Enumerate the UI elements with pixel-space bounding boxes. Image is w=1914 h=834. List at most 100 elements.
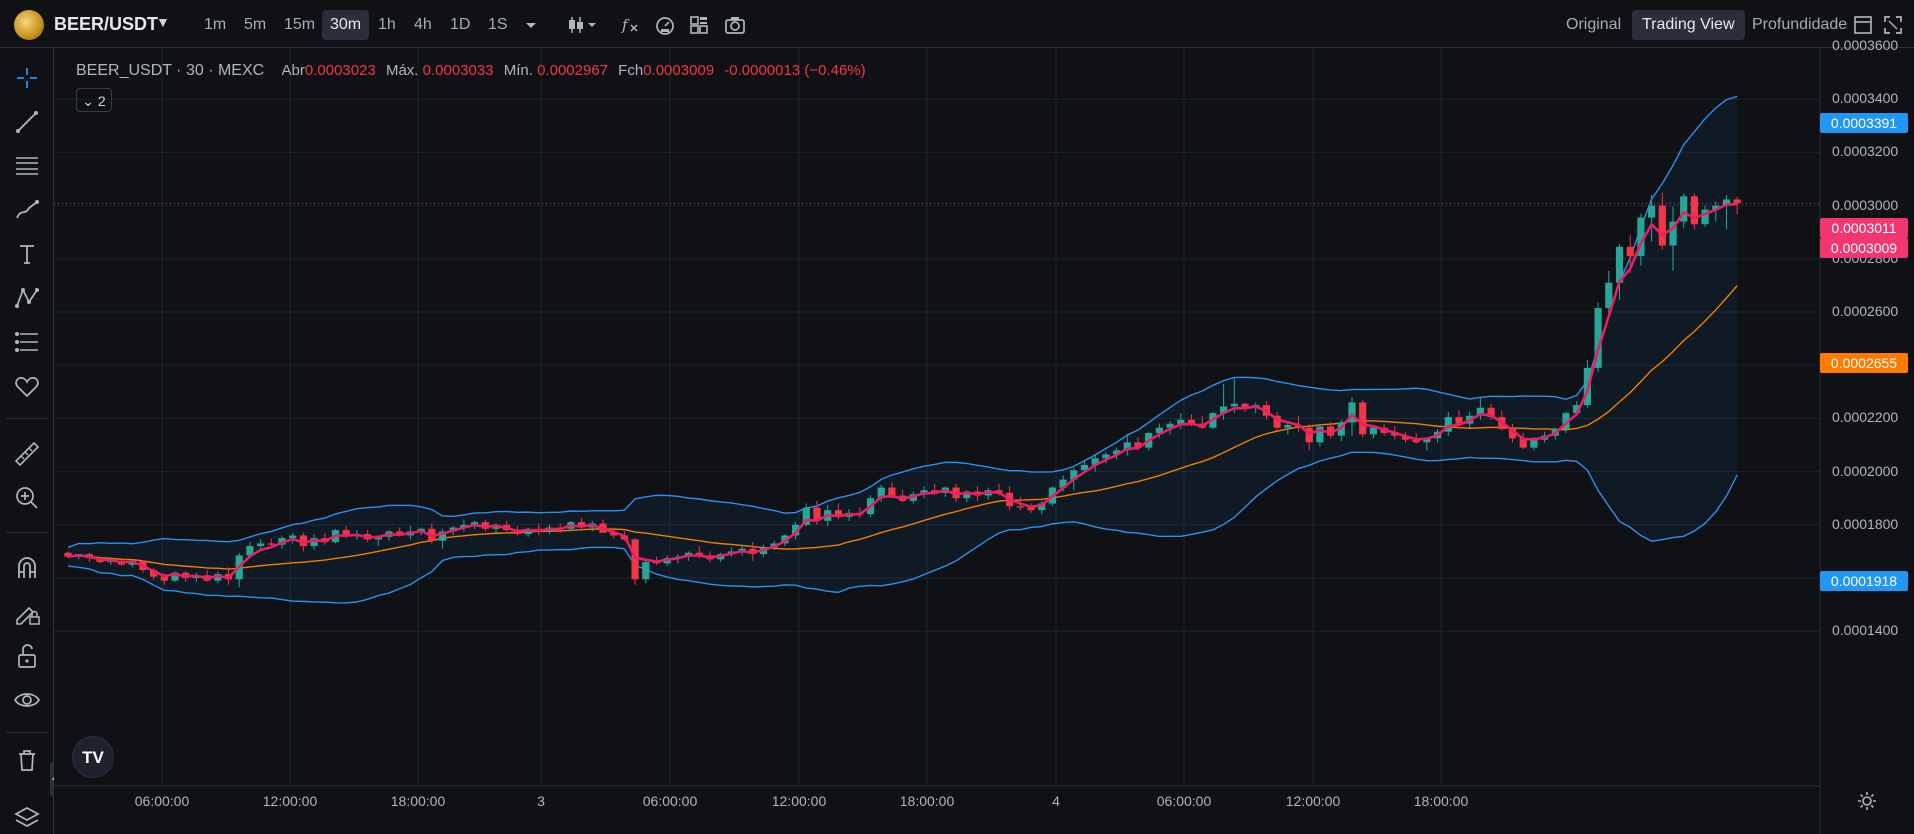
fullscreen-icon[interactable] [1880, 12, 1906, 38]
price-tick-label: 0.0001800 [1832, 515, 1899, 532]
price-tick-label: 0.0002600 [1832, 303, 1899, 319]
price-tick-label: 0.0003600 [1832, 37, 1899, 53]
magnet-icon[interactable] [11, 552, 43, 584]
ruler-icon[interactable] [11, 438, 43, 470]
candle-body [1701, 209, 1709, 225]
bollinger-lower-band [67, 451, 1738, 604]
symbol-title: BEER_USDT · 30 · MEXC [76, 62, 265, 79]
candle-body [396, 531, 404, 536]
trash-icon[interactable] [11, 744, 43, 776]
pair-dropdown-icon[interactable]: ▼ [156, 14, 170, 30]
tf-1S[interactable]: 1S [488, 16, 508, 33]
candle [642, 559, 650, 584]
tradingview-logo[interactable]: TV [72, 736, 114, 778]
candle [1091, 454, 1099, 472]
candle-body [1487, 407, 1495, 418]
object-tree-icon[interactable] [11, 802, 43, 834]
candle [1701, 205, 1709, 227]
templates-icon[interactable] [652, 12, 678, 38]
crosshair-icon[interactable] [11, 62, 43, 94]
more-timeframes-icon[interactable] [518, 12, 544, 38]
candle-body [813, 507, 821, 521]
price-tag: 0.0003009 [1820, 238, 1908, 258]
candle-body [1423, 438, 1431, 443]
candle-body [171, 572, 179, 581]
pair-selector[interactable]: BEER/USDT [54, 14, 159, 34]
candle-body [1080, 464, 1089, 471]
time-tick-label: 3 [537, 793, 545, 809]
candle-body [610, 532, 618, 536]
price-tick-label: 0.0001400 [1832, 622, 1899, 639]
time-tick-label: 18:00:00 [390, 793, 446, 809]
time-tick-label: 12:00:00 [771, 793, 827, 809]
tf-15m[interactable]: 15m [284, 16, 316, 33]
tf-4h[interactable]: 4h [414, 16, 432, 33]
candle-type-icon[interactable] [566, 12, 600, 38]
candle-body [1123, 442, 1131, 451]
candle [1273, 411, 1281, 431]
time-tick-label: 18:00:00 [899, 793, 955, 809]
candle-body [1113, 450, 1121, 455]
tf-5m[interactable]: 5m [244, 16, 267, 33]
candle-body [1562, 413, 1570, 430]
close-value: 0.0003009 [643, 62, 715, 79]
candle-body [1733, 199, 1741, 204]
layout-icon[interactable] [686, 12, 712, 38]
tf-1D[interactable]: 1D [450, 16, 471, 33]
candle [1476, 397, 1484, 420]
candle-body [1177, 419, 1185, 424]
open-value: 0.0003023 [304, 62, 376, 79]
tab-original[interactable]: Original [1566, 16, 1622, 33]
horizontal-lines-icon[interactable] [11, 150, 43, 182]
candle [1605, 270, 1613, 318]
zoom-in-icon[interactable] [11, 482, 43, 514]
chevron-down-icon: ⌄ [82, 93, 98, 109]
time-tick-label: 06:00:00 [642, 793, 698, 809]
candle-body [1134, 442, 1142, 448]
open-label: Abr [281, 62, 305, 79]
panel-toggle-icon[interactable] [1850, 12, 1876, 38]
bollinger-upper-band [67, 95, 1738, 549]
candle-body [1680, 196, 1688, 222]
candle-body [1230, 403, 1238, 407]
fib-tool-icon[interactable] [11, 326, 43, 358]
candle [877, 484, 885, 503]
candle-body [1605, 282, 1613, 309]
candle [1712, 201, 1720, 222]
pattern-icon[interactable] [11, 282, 43, 314]
candle-body [642, 562, 650, 580]
candle-body [888, 487, 896, 496]
brush-icon[interactable] [11, 194, 43, 226]
text-tool-icon[interactable] [11, 238, 43, 270]
favorites-heart-icon[interactable] [11, 370, 43, 402]
eye-visibility-icon[interactable] [11, 684, 43, 716]
camera-icon[interactable] [722, 12, 748, 38]
candle [171, 571, 179, 582]
lock-drawing-icon[interactable] [11, 596, 43, 628]
candle [1648, 194, 1656, 242]
candle-body [1412, 439, 1420, 443]
tf-30m[interactable]: 30m [322, 10, 370, 40]
candle [1444, 411, 1452, 436]
candle-body [1626, 246, 1634, 257]
candle-body [1070, 470, 1078, 480]
indicators-icon[interactable]: f [618, 12, 644, 38]
candle [1690, 193, 1698, 230]
candle [438, 528, 447, 549]
indicators-collapse-button[interactable]: ⌄ 2 [76, 88, 112, 112]
tf-1h[interactable]: 1h [378, 16, 396, 33]
settings-gear-icon[interactable] [1856, 790, 1878, 812]
candle [1123, 435, 1131, 456]
candle-body [1508, 429, 1517, 439]
low-value: 0.0002967 [537, 62, 608, 79]
price-chart[interactable] [54, 48, 1914, 834]
candle-body [1658, 205, 1666, 246]
time-tick-label: 18:00:00 [1413, 793, 1469, 809]
tab-profundidade[interactable]: Profundidade [1752, 16, 1848, 33]
unlock-icon[interactable] [11, 640, 43, 672]
tab-trading-view[interactable]: Trading View [1632, 10, 1745, 40]
tf-1m[interactable]: 1m [204, 16, 227, 33]
ohlc-legend: BEER_USDT · 30 · MEXC Abr0.0003023 Máx. … [76, 62, 872, 80]
candle [1615, 244, 1624, 301]
trend-line-icon[interactable] [11, 106, 43, 138]
